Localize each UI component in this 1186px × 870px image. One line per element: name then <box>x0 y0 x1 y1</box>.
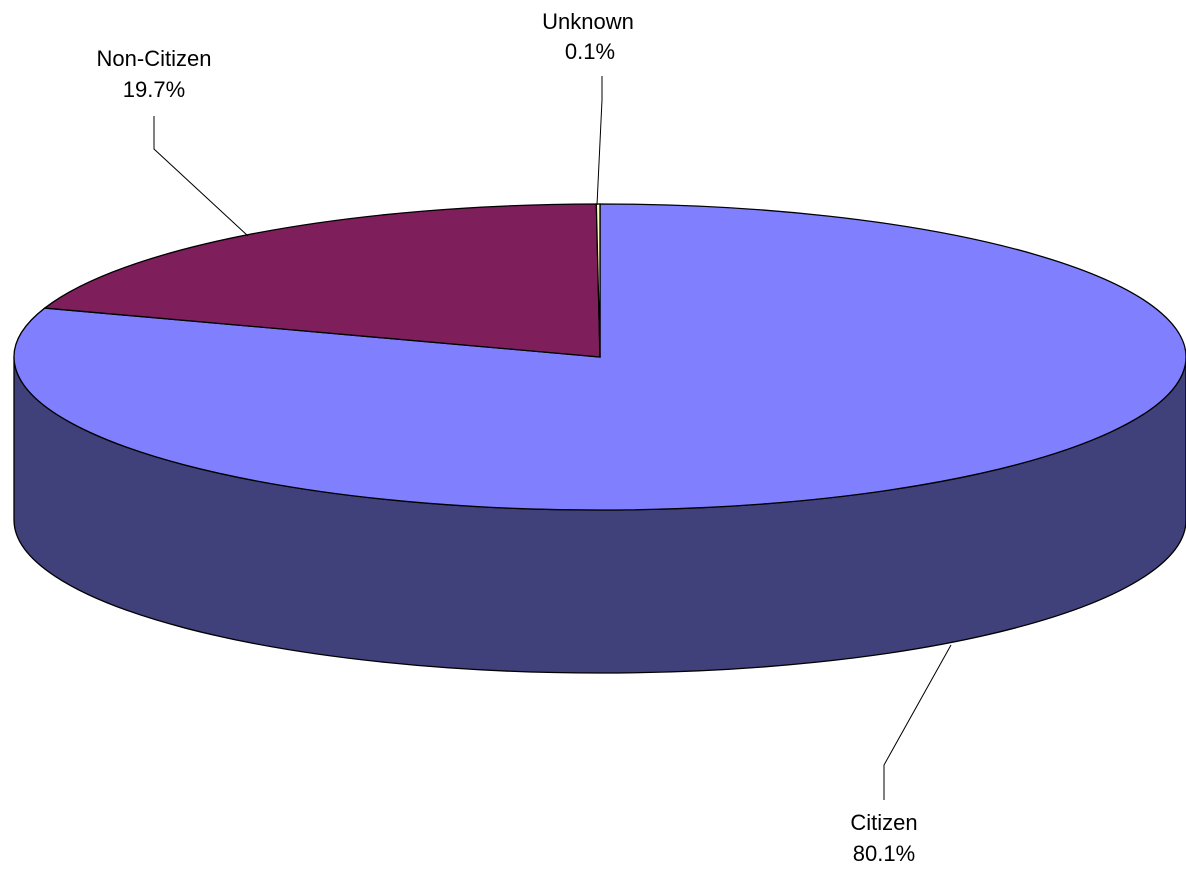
label-unknown-value: 0.1% <box>565 39 615 64</box>
label-non-citizen-value: 19.7% <box>123 77 185 102</box>
leader-line-non-citizen <box>153 116 249 237</box>
data-labels: Unknown 0.1% Non-Citizen 19.7% Citizen 8… <box>97 9 918 866</box>
leader-lines <box>153 76 952 800</box>
pie-slices <box>13 203 1186 511</box>
leader-line-unknown <box>596 76 603 206</box>
leader-line-citizen <box>883 644 952 800</box>
label-citizen-name: Citizen <box>850 810 917 835</box>
slice-unknown <box>595 203 601 358</box>
label-unknown-name: Unknown <box>542 9 634 34</box>
slice-non-citizen <box>43 203 601 358</box>
label-non-citizen-name: Non-Citizen <box>97 46 212 71</box>
label-citizen-value: 80.1% <box>853 841 915 866</box>
